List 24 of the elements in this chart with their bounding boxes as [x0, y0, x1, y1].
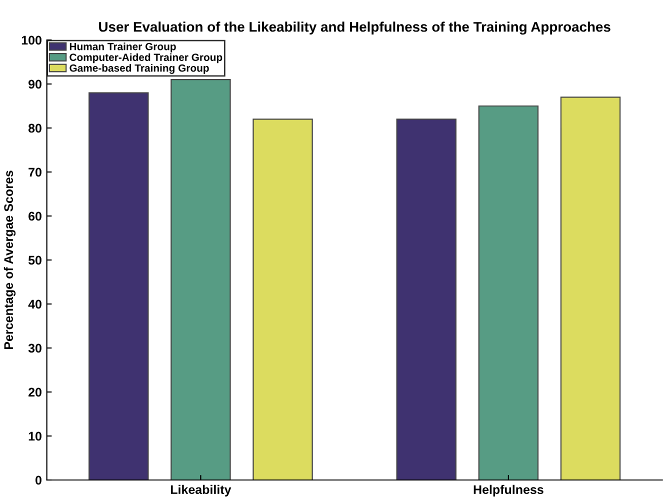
bar — [396, 118, 456, 480]
y-tick-label: 40 — [28, 300, 42, 309]
legend-label: Game-based Training Group — [70, 64, 209, 74]
y-tick-label: 30 — [28, 344, 42, 353]
y-axis-title: Percentage of Avergae Scores — [4, 170, 16, 350]
y-tick-label: 90 — [28, 80, 42, 89]
y-tick-label: 0 — [36, 476, 42, 485]
x-tick-label: Likeability — [170, 484, 232, 497]
y-tick-label: 70 — [28, 168, 42, 177]
bar — [478, 105, 539, 480]
y-tick-label: 60 — [28, 212, 42, 221]
bar — [560, 96, 621, 480]
legend-label: Human Trainer Group — [70, 42, 176, 52]
y-tick-label: 80 — [28, 124, 42, 133]
chart-title: User Evaluation of the Likeability and Helpfulness of the Training Approaches — [99, 22, 610, 35]
y-tick-label: 100 — [22, 36, 42, 45]
x-tick-label: Helpfulness — [474, 484, 544, 497]
bar — [252, 118, 313, 480]
legend-label: Computer-Aided Trainer Group — [70, 53, 222, 64]
bar — [170, 79, 231, 480]
y-tick-label: 10 — [28, 432, 42, 441]
y-tick-label: 50 — [28, 256, 42, 265]
y-tick-label: 20 — [28, 388, 42, 397]
bar — [88, 92, 149, 480]
